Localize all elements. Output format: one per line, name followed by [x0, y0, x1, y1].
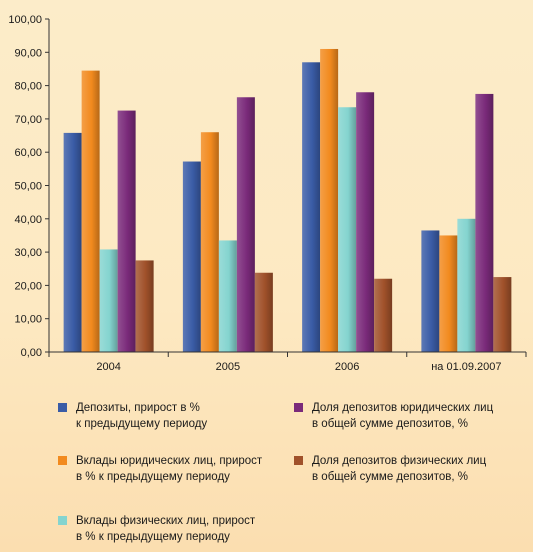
bar	[218, 240, 237, 352]
bar	[81, 70, 100, 353]
y-tick-label: 50,00	[14, 181, 42, 193]
bar	[439, 235, 458, 352]
y-axis-ticks: 0,00 10,00 20,00 30,00 40,00 50,00 60,00 70,00 8…	[8, 14, 49, 359]
bar	[356, 92, 375, 352]
y-tick-label: 100,00	[8, 14, 42, 26]
bars	[63, 48, 512, 353]
bar	[493, 277, 512, 352]
bar	[421, 230, 440, 352]
y-tick-label: 30,00	[14, 247, 42, 259]
bar	[475, 93, 494, 353]
y-tick-label: 80,00	[14, 81, 42, 93]
bar	[236, 97, 255, 352]
bar	[117, 110, 136, 352]
bar	[99, 249, 118, 352]
y-tick-label: 10,00	[14, 314, 42, 326]
x-tick-label: 2004	[96, 361, 120, 373]
bar	[182, 161, 201, 352]
bar	[302, 62, 321, 352]
y-tick-label: 40,00	[14, 214, 42, 226]
y-tick-label: 70,00	[14, 114, 42, 126]
x-tick-label: на 01.09.2007	[431, 361, 501, 373]
y-tick-label: 90,00	[14, 47, 42, 59]
bar	[254, 272, 273, 352]
bar	[457, 218, 476, 352]
y-tick-label: 20,00	[14, 280, 42, 292]
x-tick-label: 2005	[216, 361, 240, 373]
bar	[338, 107, 357, 353]
x-axis-ticks: 2004 2005 2006 на 01.09.2007	[48, 352, 527, 373]
bar	[374, 278, 393, 352]
bar	[320, 48, 339, 352]
y-tick-label: 60,00	[14, 147, 42, 159]
x-tick-label: 2006	[335, 361, 359, 373]
bar	[200, 132, 219, 352]
bar	[135, 260, 154, 352]
y-tick-label: 0,00	[21, 347, 42, 359]
bar	[63, 132, 82, 352]
